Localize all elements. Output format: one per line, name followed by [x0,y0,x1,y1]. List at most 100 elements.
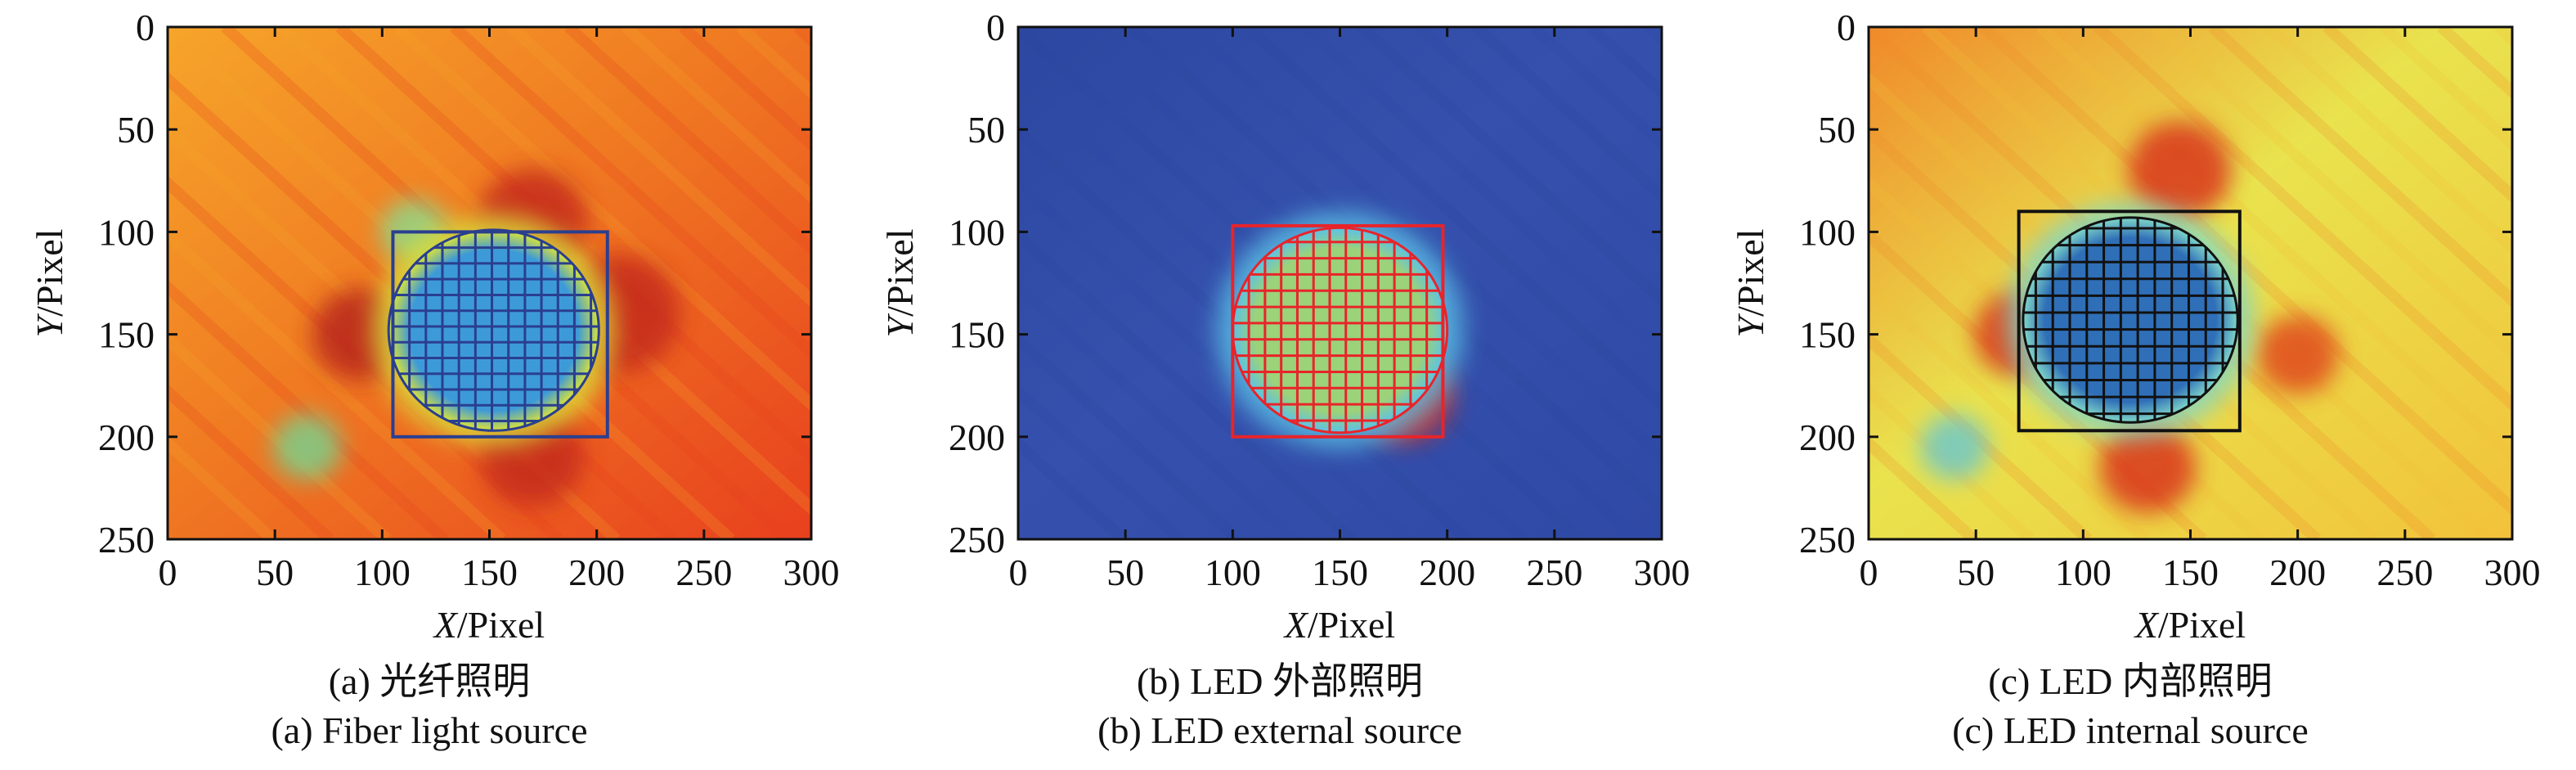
caption-en-b: (b) LED external source [1097,709,1462,751]
x-axis-label-unit: /Pixel [1308,604,1395,646]
texture-streak [2208,27,2512,308]
x-tick-label: 200 [568,552,625,593]
texture-streak [1018,435,1128,539]
heatmap-b [1018,27,1662,539]
texture-streak [679,27,811,152]
y-tick-label: 0 [986,7,1005,48]
chart-a-svg: 0 50 100 150 200 250 300 0 50 100 150 200 250 X/Pixel… [29,7,840,646]
texture-streak [168,175,563,539]
x-axis-label-unit: /Pixel [2158,604,2246,646]
y-tick-label: 250 [98,519,155,561]
x-axis-label: X/Pixel [2134,604,2246,646]
y-axis-label: Y/Pixel [29,229,70,338]
texture-streak [1472,27,1662,204]
panel-a: 0 50 100 150 200 250 300 0 50 100 150 200 250 X/Pixel… [0,0,859,770]
heatmap-blob [272,414,342,480]
caption-cn-b: (b) LED 外部照明 [1136,660,1424,702]
texture-streak [507,27,811,308]
x-tick-label: 300 [2484,552,2541,593]
x-tick-label: 0 [159,552,177,593]
caption-en-a: (a) Fiber light source [271,709,588,751]
x-axis-label-var: X [1283,604,1309,646]
texture-streak [1018,227,1357,539]
texture-streak [564,27,811,256]
texture-streak [1243,27,1662,412]
x-tick-label: 100 [1205,552,1261,593]
texture-streak [1018,383,1185,539]
y-axis-label-unit: /Pixel [879,229,921,317]
texture-streak [168,383,334,539]
x-axis-label-var: X [433,604,459,646]
y-tick-label: 150 [949,314,1005,356]
y-tick-label: 250 [1799,519,1856,561]
y-tick-label: 200 [949,417,1005,458]
texture-streak [450,27,811,360]
roi-box [391,230,609,439]
heatmap-blob [2128,121,2232,220]
roi-box [2017,209,2242,433]
x-axis-label-unit: /Pixel [457,604,545,646]
texture-streak [168,227,506,539]
light-spot-circle [2022,216,2239,424]
texture-streak [1869,279,2150,539]
texture-streak [1018,279,1299,539]
y-tick-label: 200 [1799,417,1856,458]
x-tick-label: 250 [1526,552,1582,593]
panel-c: 0 50 100 150 200 250 300 0 50 100 150 200 250 X/Pixel… [1701,0,2560,770]
texture-streak [2556,27,2560,539]
x-tick-label: 250 [2376,552,2433,593]
x-tick-label: 200 [1419,552,1475,593]
x-axis-label-var: X [2134,604,2160,646]
texture-streak [1018,175,1414,539]
x-tick-label: 0 [1009,552,1028,593]
y-tick-label: 0 [136,7,155,48]
texture-streak [1415,27,1662,256]
texture-streak [2151,27,2512,360]
y-tick-label: 250 [949,519,1005,561]
texture-streak [168,435,277,539]
roi-box [1231,223,1445,439]
y-axis-label-unit: /Pixel [29,229,70,317]
y-axis-label-var: Y [29,313,70,337]
texture-streak [393,27,811,412]
y-axis-label: Y/Pixel [1730,229,1771,338]
x-tick-label: 200 [2269,552,2326,593]
x-tick-label: 100 [354,552,411,593]
texture-streak [1300,27,1662,360]
texture-streak [1869,331,2093,539]
x-tick-label: 50 [1957,552,1995,593]
heatmap-blob [1919,414,1989,480]
x-axis-label: X/Pixel [1283,604,1395,646]
texture-streak [2380,27,2512,152]
y-tick-label: 150 [1799,314,1856,356]
x-tick-label: 300 [783,552,840,593]
texture-streak [1018,123,1471,539]
x-tick-label: 150 [2162,552,2219,593]
caption-en-c: (c) LED internal source [1952,709,2309,751]
heatmap-c [1869,27,2560,539]
texture-streak [1869,435,1978,539]
texture-streak [2265,27,2512,256]
texture-streak [1186,27,1662,465]
texture-streak [1018,331,1242,539]
chart-b-svg: 0 50 100 150 200 250 300 0 50 100 150 200 250 X/Pixel… [879,7,1690,646]
texture-streak [2036,27,2512,465]
texture-streak [1358,27,1662,308]
chart-c-svg: 0 50 100 150 200 250 300 0 50 100 150 200 250 X/Pixel… [1730,7,2560,646]
x-tick-label: 150 [461,552,518,593]
x-tick-label: 300 [1634,552,1690,593]
x-tick-label: 50 [256,552,294,593]
heatmap-a [168,27,811,539]
texture-streak [168,279,449,539]
y-tick-label: 150 [98,314,155,356]
heatmap-blob [2256,315,2340,394]
y-tick-label: 200 [98,417,155,458]
caption-cn-c: (c) LED 内部照明 [1988,660,2273,702]
x-axis-label: X/Pixel [433,604,545,646]
texture-streak [622,27,811,204]
y-tick-label: 100 [1799,211,1856,253]
y-tick-label: 100 [98,211,155,253]
y-tick-label: 100 [949,211,1005,253]
y-axis-label-unit: /Pixel [1730,229,1771,317]
x-tick-label: 150 [1312,552,1368,593]
